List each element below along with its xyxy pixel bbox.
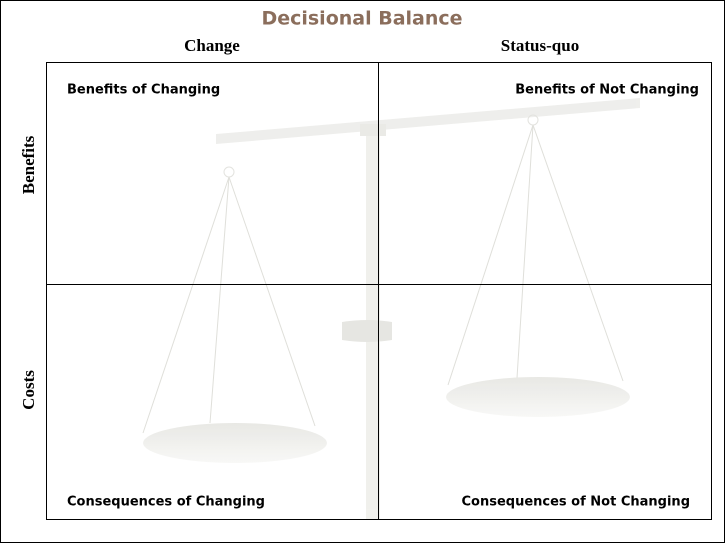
quadrant-label: Benefits of Not Changing [515,83,699,98]
row-header: Costs [19,370,38,410]
column-header: Change [184,36,240,55]
quadrant-label: Consequences of Changing [67,495,265,510]
pan [446,377,630,417]
scale-illustration [142,98,640,520]
column-header: Status-quo [501,36,579,55]
scale-collar [342,320,392,342]
title: Decisional Balance [261,8,462,30]
chains [142,124,624,434]
row-header: Benefits [19,135,38,194]
pan [143,423,327,463]
quadrant-label: Benefits of Changing [67,83,220,98]
quadrant-label: Consequences of Not Changing [461,495,690,510]
scale-beam [216,98,640,144]
scale-pivot [360,124,386,136]
